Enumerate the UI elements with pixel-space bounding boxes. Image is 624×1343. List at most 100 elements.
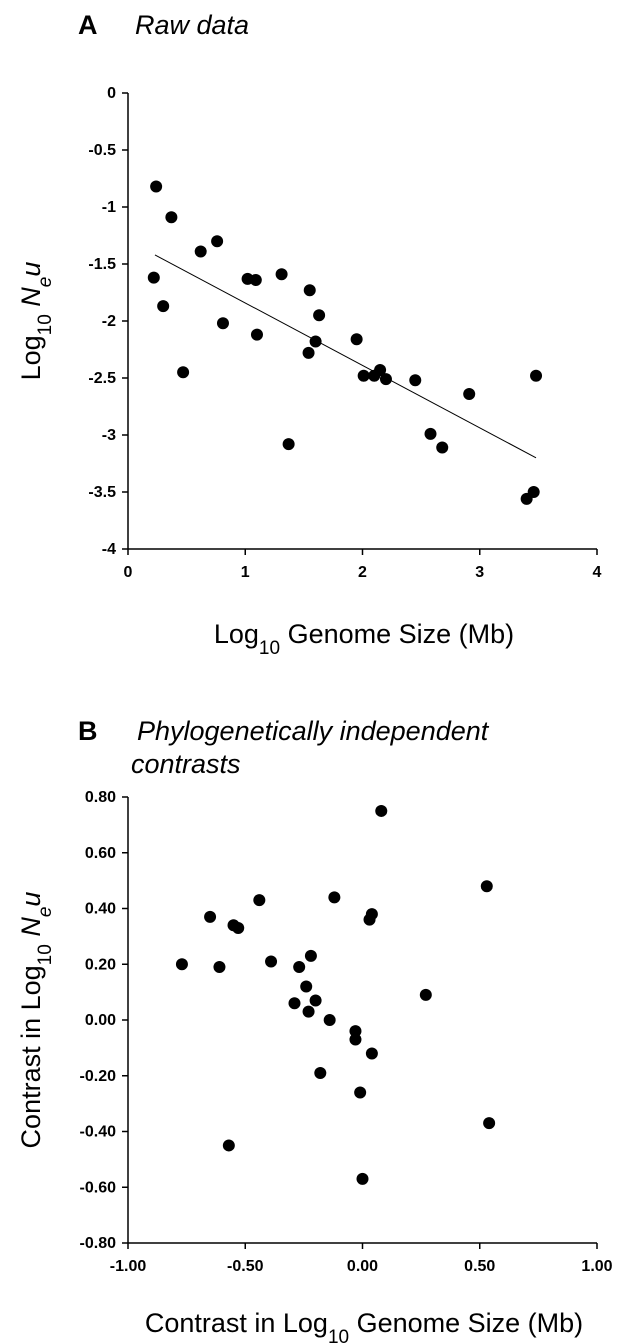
panel-a-axes: 0 -0.5 -1 -1.5 -2 -2.5 -3 -3.5 -4 0 1 2 3 4 [88, 85, 601, 581]
panel-a-y-axis-label: Log10 Neu [16, 262, 56, 381]
panel-a-y-tick-label: -1.5 [88, 256, 116, 273]
panel-a-y-axis-label-italic: N [16, 287, 46, 307]
panel-b-y-tick-label: -0.60 [80, 1179, 117, 1196]
panel-a-data-point [177, 366, 190, 379]
panel-b-data-point [304, 949, 317, 962]
panel-b-data-point [365, 908, 378, 921]
panel-a-data-point [409, 374, 422, 387]
panel-a-data-point [463, 387, 476, 400]
panel-a-y-tick-label: -2 [102, 313, 116, 330]
panel-b-x-axis-label-subscript: 10 [328, 1327, 349, 1343]
panel-a-x-tick-label: 0 [124, 564, 133, 581]
panel-b-y-tick-label: 0.40 [85, 901, 116, 918]
panel-a-y-axis-label-italic-suffix: u [16, 262, 46, 277]
panel-a-title: Raw data [135, 10, 249, 40]
panel-b-data-point [265, 955, 278, 968]
panel-b-y-axis-label-text: Contrast in Log [16, 965, 46, 1148]
panel-a-x-axis-label-subscript: 10 [259, 638, 280, 659]
panel-b-data-point [365, 1047, 378, 1060]
panel-b-y-tick-label: -0.80 [80, 1235, 117, 1252]
panel-a-x-tick-label: 2 [358, 564, 367, 581]
panel-a-data-point [309, 335, 322, 348]
panel-b-data-point [213, 961, 226, 974]
panel-a-x-axis-label-text: Log [214, 619, 259, 649]
panel-b-data-point [354, 1086, 367, 1099]
panel-b-data-point [293, 961, 306, 974]
panel-a-data-point [194, 245, 207, 258]
panel-a-data-point [211, 235, 224, 248]
panel-a-x-axis-label: Log10 Genome Size (Mb) [214, 619, 514, 659]
panel-b-data-point [175, 958, 188, 971]
panel-a-y-tick-label: 0 [107, 85, 116, 102]
panel-b-y-tick-label: -0.20 [80, 1068, 117, 1085]
panel-a-data-point [350, 333, 363, 346]
panel-b-data-point [204, 910, 217, 923]
panel-b-data-point [314, 1066, 327, 1079]
panel-a-data-point [165, 211, 178, 224]
panel-b-y-axis-label-italic: N [16, 917, 46, 937]
panel-a-data-point [216, 317, 229, 330]
panel-a-data-point [313, 309, 326, 322]
panel-b-data-point [328, 891, 341, 904]
panel-b-points [175, 804, 496, 1185]
panel-a-x-axis-label-suffix: Genome Size (Mb) [280, 619, 514, 649]
panel-b-data-point [309, 994, 322, 1007]
panel-a-y-tick-label: -1 [102, 199, 116, 216]
panel-a-y-tick-label: -3.5 [88, 484, 116, 501]
panel-b-data-point [302, 1005, 315, 1018]
panel-b-data-point [232, 922, 245, 935]
panel-b-data-point [222, 1139, 235, 1152]
panel-b-y-tick-label: 0.60 [85, 845, 116, 862]
panel-b-x-axis-label-text: Contrast in Log [145, 1308, 328, 1338]
panel-a-x-tick-label: 1 [241, 564, 250, 581]
panel-a-y-tick-label: -0.5 [88, 142, 116, 159]
panel-a-trendline-group [154, 254, 537, 459]
panel-a-points [147, 180, 543, 505]
panel-a-y-tick-label: -2.5 [88, 370, 116, 387]
panel-b-letter: B [78, 716, 98, 746]
panel-a-y-axis-label-space [16, 307, 46, 315]
panel-b-data-point [356, 1172, 369, 1185]
panel-a-y-axis-label-text: Log [16, 335, 46, 380]
panel-a-data-point [150, 180, 163, 193]
panel-b-data-point [323, 1014, 336, 1026]
panel-b-x-tick-label: -1.00 [110, 1258, 147, 1275]
panel-a-data-point [157, 300, 170, 313]
panel-a-data-point [357, 369, 370, 382]
panel-b-scatter: B Phylogenetically independent contrasts… [16, 716, 613, 1343]
panel-b-y-tick-label: 0.20 [85, 956, 116, 973]
panel-a-trendline [154, 254, 537, 459]
panel-a-data-point [436, 441, 449, 454]
panel-a-x-tick-label: 3 [475, 564, 484, 581]
panel-b-data-point [349, 1025, 362, 1038]
panel-a-data-point [275, 268, 288, 281]
panel-a-data-point [303, 284, 316, 297]
panel-a-y-tick-label: -3 [102, 427, 116, 444]
panel-b-x-tick-label: 0.50 [464, 1258, 495, 1275]
panel-b-data-point [375, 804, 388, 817]
panel-a-data-point [530, 369, 543, 382]
panel-b-y-axis-label-subscript: 10 [35, 944, 56, 965]
panel-b-y-tick-label: 0.80 [85, 789, 116, 806]
panel-a-data-point [147, 271, 160, 284]
panel-b-y-axis-label-space [16, 937, 46, 945]
panel-a-data-point [249, 273, 262, 286]
panel-b-data-point [288, 997, 301, 1010]
panel-b-title: Phylogenetically independent [137, 716, 490, 746]
panel-a-letter: A [78, 10, 98, 40]
panel-b-y-axis-label: Contrast in Log10 Neu [16, 892, 56, 1149]
panel-b-title-line2: contrasts [131, 749, 241, 779]
panel-b-y-axis-label-italic-subscript: e [35, 907, 56, 918]
panel-b-x-tick-label: 0.00 [347, 1258, 378, 1275]
panel-b-y-axis-label-italic-suffix: u [16, 892, 46, 907]
panel-b-axes: 0.80 0.60 0.40 0.20 0.00 -0.20 -0.40 -0.60 -0.80… [80, 789, 613, 1275]
panel-a-data-point [424, 427, 437, 440]
panel-b-data-point [300, 980, 313, 993]
panel-a-x-tick-label: 4 [593, 564, 602, 581]
panel-b-x-axis-label-suffix: Genome Size (Mb) [349, 1308, 583, 1338]
panel-b-x-tick-label: -0.50 [227, 1258, 264, 1275]
panel-b-data-point [349, 1033, 362, 1046]
panel-a-y-axis-label-italic-subscript: e [35, 277, 56, 288]
panel-b-data-point [480, 880, 493, 893]
